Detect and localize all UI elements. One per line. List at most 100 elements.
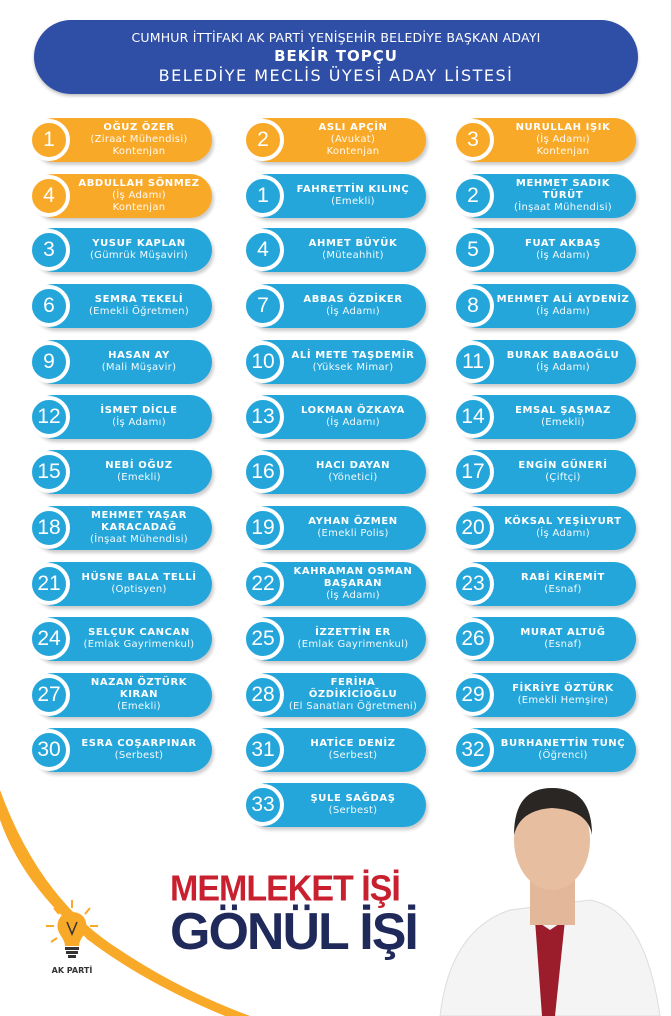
candidate-occupation: (Optisyen)	[111, 584, 167, 595]
candidate-occupation: (Emlak Gayrimenkul)	[297, 639, 409, 650]
candidate-name: MEHMET SADIK TÜRÜT	[515, 178, 611, 201]
candidate-name: FAHRETTİN KILINÇ	[296, 184, 410, 195]
candidate-quota: Kontenjan	[536, 146, 590, 157]
candidate-name: ESRA COŞARPINAR	[81, 738, 197, 749]
candidate-occupation: (Gümrük Müşaviri)	[89, 250, 189, 261]
candidate-item: 6 SEMRA TEKELİ (Emekli Öğretmen)	[28, 284, 212, 328]
candidate-text: HACI DAYAN (Yönetici)	[286, 450, 420, 494]
candidate-item: 31 HATİCE DENİZ (Serbest)	[242, 728, 426, 772]
header-banner: CUMHUR İTTİFAKI AK PARTİ YENİŞEHİR BELED…	[34, 20, 638, 94]
candidate-occupation: (Emekli)	[541, 417, 585, 428]
candidate-text: FAHRETTİN KILINÇ (Emekli)	[286, 174, 420, 218]
candidate-item: 32 BURHANETTİN TUNÇ (Öğrenci)	[452, 728, 636, 772]
candidate-occupation: (İş Adamı)	[112, 417, 166, 428]
candidate-number: 5	[452, 229, 494, 271]
candidate-number: 2	[452, 175, 494, 217]
candidate-text: HÜSNE BALA TELLİ (Optisyen)	[72, 562, 206, 606]
candidate-occupation: (Esnaf)	[544, 584, 582, 595]
candidate-occupation: (Esnaf)	[544, 639, 582, 650]
candidate-name: LOKMAN ÖZKAYA	[301, 405, 405, 416]
candidate-text: KAHRAMAN OSMAN BAŞARAN (İş Adamı)	[286, 562, 420, 606]
candidate-text: OĞUZ ÖZER (Ziraat Mühendisi) Kontenjan	[72, 118, 206, 162]
candidate-item: 3 NURULLAH IŞIK (İş Adamı) Kontenjan	[452, 118, 636, 162]
candidate-occupation: (Emlak Gayrimenkul)	[83, 639, 195, 650]
candidate-name: KÖKSAL YEŞİLYURT	[504, 516, 622, 527]
candidate-occupation: (Ziraat Mühendisi)	[90, 134, 188, 145]
candidate-item: 28 FERİHA ÖZDİKİCİOĞLU (El Sanatları Öğret…	[242, 673, 426, 717]
candidate-name: MURAT ALTUĞ	[520, 627, 606, 638]
candidate-occupation: (İş Adamı)	[326, 590, 380, 601]
candidate-text: SEMRA TEKELİ (Emekli Öğretmen)	[72, 284, 206, 328]
candidate-text: NEBİ OĞUZ (Emekli)	[72, 450, 206, 494]
candidate-occupation: (İş Adamı)	[536, 362, 590, 373]
candidate-number: 7	[242, 285, 284, 327]
candidate-item: 3 YUSUF KAPLAN (Gümrük Müşaviri)	[28, 228, 212, 272]
candidate-item: 23 RABİ KİREMİT (Esnaf)	[452, 562, 636, 606]
candidate-item: 33 ŞULE SAĞDAŞ (Serbest)	[242, 783, 426, 827]
candidate-number: 33	[242, 784, 284, 826]
lightbulb-icon	[46, 900, 98, 958]
candidate-text: FUAT AKBAŞ (İş Adamı)	[496, 228, 630, 272]
candidate-occupation: (İş Adamı)	[536, 306, 590, 317]
candidate-name: AYHAN ÖZMEN	[308, 516, 398, 527]
candidate-item: 10 ALİ METE TAŞDEMİR (Yüksek Mimar)	[242, 340, 426, 384]
candidate-text: NAZAN ÖZTÜRK KIRAN (Emekli)	[72, 673, 206, 717]
candidate-number: 29	[452, 674, 494, 716]
candidate-item: 5 FUAT AKBAŞ (İş Adamı)	[452, 228, 636, 272]
candidate-text: ENGİN GÜNERİ (Çiftçi)	[496, 450, 630, 494]
candidate-name: HASAN AY	[108, 350, 170, 361]
candidate-occupation: (Serbest)	[328, 750, 378, 761]
candidate-text: SELÇUK CANCAN (Emlak Gayrimenkul)	[72, 617, 206, 661]
candidate-text: ASLI APÇİN (Avukat) Kontenjan	[286, 118, 420, 162]
candidate-occupation: (İş Adamı)	[112, 190, 166, 201]
candidate-name: BURAK BABAOĞLU	[506, 350, 620, 361]
candidate-text: İZZETTİN ER (Emlak Gayrimenkul)	[286, 617, 420, 661]
candidate-occupation: (Emekli)	[331, 196, 375, 207]
candidate-item: 27 NAZAN ÖZTÜRK KIRAN (Emekli)	[28, 673, 212, 717]
candidate-number: 9	[28, 341, 70, 383]
candidate-text: EMSAL ŞAŞMAZ (Emekli)	[496, 395, 630, 439]
candidate-name: HÜSNE BALA TELLİ	[81, 572, 197, 583]
candidate-item: 17 ENGİN GÜNERİ (Çiftçi)	[452, 450, 636, 494]
candidate-text: BURHANETTİN TUNÇ (Öğrenci)	[496, 728, 630, 772]
candidate-number: 20	[452, 507, 494, 549]
candidate-photo	[439, 788, 661, 1016]
candidate-name: EMSAL ŞAŞMAZ	[515, 405, 611, 416]
candidate-item: 21 HÜSNE BALA TELLİ (Optisyen)	[28, 562, 212, 606]
candidate-name: RABİ KİREMİT	[521, 572, 605, 583]
candidate-item: 16 HACI DAYAN (Yönetici)	[242, 450, 426, 494]
candidate-text: MURAT ALTUĞ (Esnaf)	[496, 617, 630, 661]
candidate-number: 31	[242, 729, 284, 771]
candidate-text: BURAK BABAOĞLU (İş Adamı)	[496, 340, 630, 384]
candidate-number: 15	[28, 451, 70, 493]
header-subtitle: CUMHUR İTTİFAKI AK PARTİ YENİŞEHİR BELED…	[131, 30, 541, 45]
candidate-name: ENGİN GÜNERİ	[518, 460, 608, 471]
candidate-number: 21	[28, 563, 70, 605]
candidate-number: 22	[242, 563, 284, 605]
candidate-occupation: (Avukat)	[330, 134, 376, 145]
candidate-name: HACI DAYAN	[315, 460, 391, 471]
candidate-name: AHMET BÜYÜK	[308, 238, 398, 249]
candidate-occupation: (Çiftçi)	[545, 472, 581, 483]
candidate-number: 8	[452, 285, 494, 327]
candidate-item: 30 ESRA COŞARPINAR (Serbest)	[28, 728, 212, 772]
candidate-text: AHMET BÜYÜK (Müteahhit)	[286, 228, 420, 272]
candidate-number: 4	[242, 229, 284, 271]
candidate-text: LOKMAN ÖZKAYA (İş Adamı)	[286, 395, 420, 439]
candidate-item: 12 İSMET DİCLE (İş Adamı)	[28, 395, 212, 439]
candidate-text: ŞULE SAĞDAŞ (Serbest)	[286, 783, 420, 827]
candidate-number: 26	[452, 618, 494, 660]
candidate-text: NURULLAH IŞIK (İş Adamı) Kontenjan	[496, 118, 630, 162]
candidate-text: YUSUF KAPLAN (Gümrük Müşaviri)	[72, 228, 206, 272]
ak-parti-logo: AK PARTİ	[42, 900, 102, 975]
candidate-item: 22 KAHRAMAN OSMAN BAŞARAN (İş Adamı)	[242, 562, 426, 606]
candidate-item: 19 AYHAN ÖZMEN (Emekli Polis)	[242, 506, 426, 550]
candidate-item: 1 FAHRETTİN KILINÇ (Emekli)	[242, 174, 426, 218]
candidate-item: 9 HASAN AY (Mali Müşavir)	[28, 340, 212, 384]
candidate-number: 27	[28, 674, 70, 716]
candidate-text: HATİCE DENİZ (Serbest)	[286, 728, 420, 772]
candidate-number: 18	[28, 507, 70, 549]
candidate-item: 8 MEHMET ALİ AYDENİZ (İş Adamı)	[452, 284, 636, 328]
candidate-item: 7 ABBAS ÖZDİKER (İş Adamı)	[242, 284, 426, 328]
